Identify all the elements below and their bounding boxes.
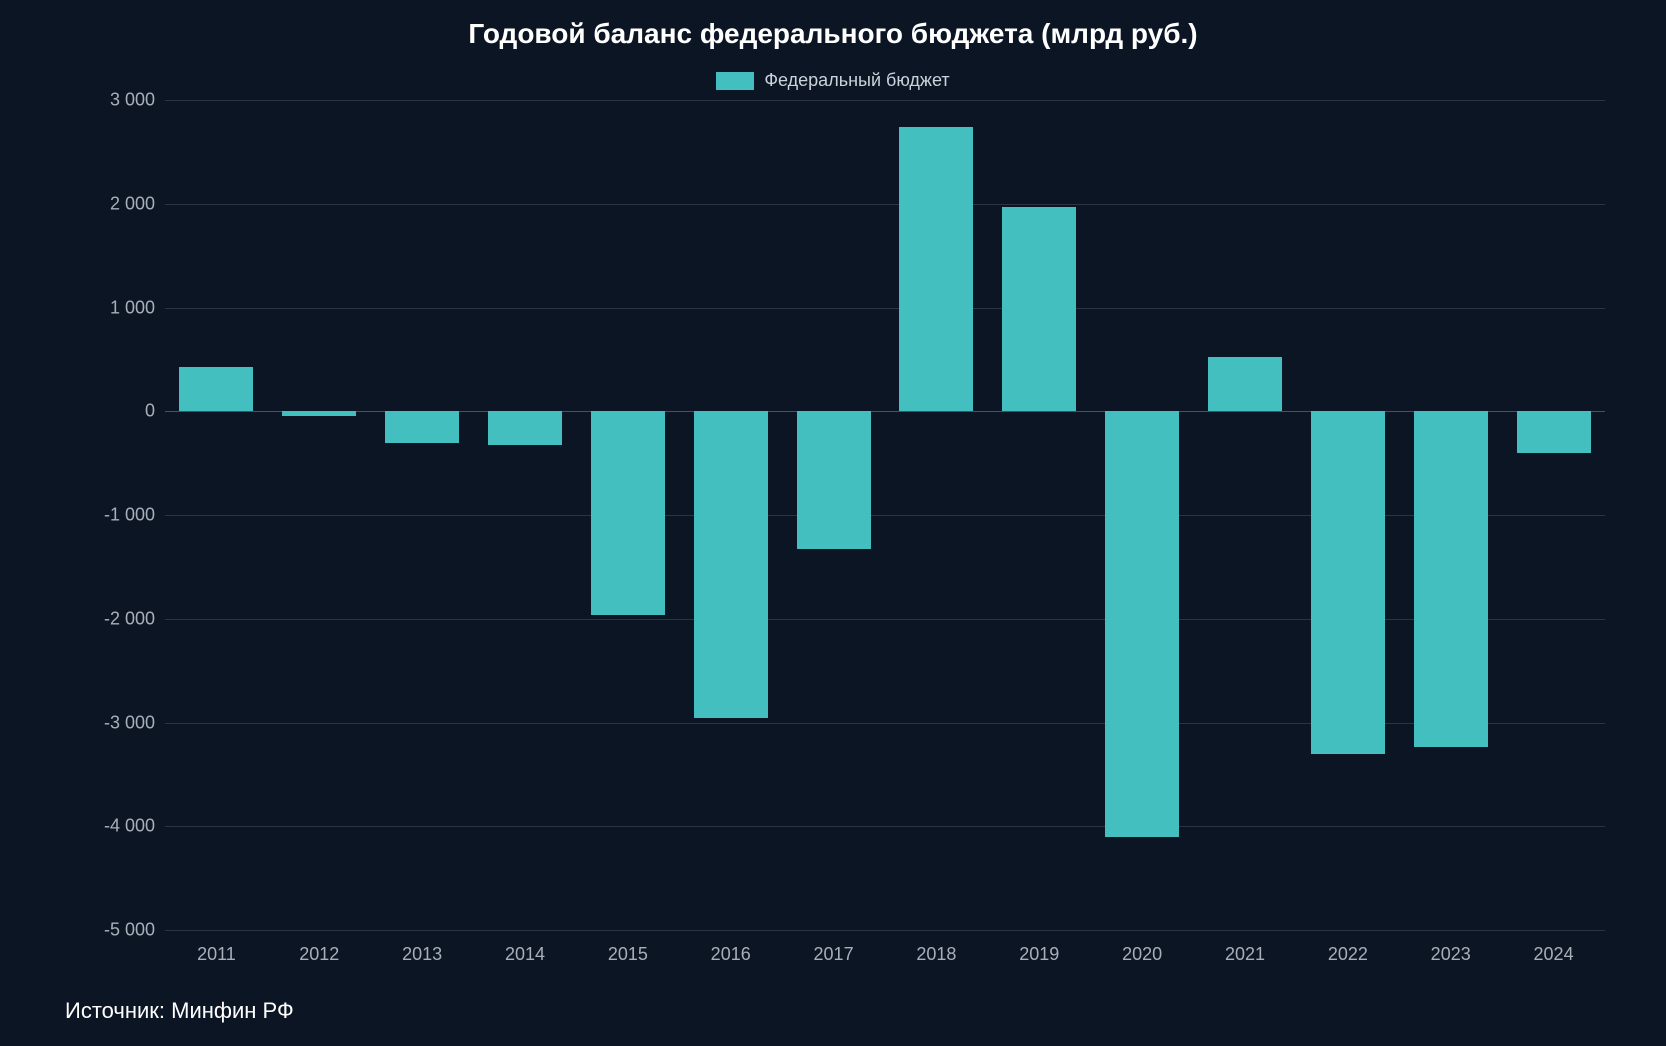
xtick-label: 2017 bbox=[814, 944, 854, 965]
legend-label: Федеральный бюджет bbox=[764, 70, 949, 91]
xtick-label: 2022 bbox=[1328, 944, 1368, 965]
xtick-label: 2023 bbox=[1431, 944, 1471, 965]
bar bbox=[1105, 411, 1179, 836]
xtick-label: 2014 bbox=[505, 944, 545, 965]
bar bbox=[1002, 207, 1076, 411]
xtick-label: 2020 bbox=[1122, 944, 1162, 965]
chart-title: Годовой баланс федерального бюджета (млр… bbox=[0, 18, 1666, 50]
bar bbox=[1517, 411, 1591, 453]
ytick-label: 2 000 bbox=[55, 193, 155, 214]
xtick-label: 2012 bbox=[299, 944, 339, 965]
plot-area: -5 000-4 000-3 000-2 000-1 00001 0002 00… bbox=[165, 100, 1605, 930]
xtick-label: 2016 bbox=[711, 944, 751, 965]
xtick-label: 2021 bbox=[1225, 944, 1265, 965]
bar bbox=[488, 411, 562, 445]
ytick-label: 0 bbox=[55, 401, 155, 422]
bar bbox=[282, 411, 356, 416]
bar bbox=[899, 127, 973, 411]
bar bbox=[385, 411, 459, 443]
gridline bbox=[165, 100, 1605, 101]
chart-container: Годовой баланс федерального бюджета (млр… bbox=[0, 0, 1666, 1046]
ytick-label: -5 000 bbox=[55, 920, 155, 941]
ytick-label: -1 000 bbox=[55, 505, 155, 526]
gridline bbox=[165, 515, 1605, 516]
bar bbox=[1208, 357, 1282, 411]
legend: Федеральный бюджет bbox=[0, 70, 1666, 91]
ytick-label: 1 000 bbox=[55, 297, 155, 318]
bar bbox=[1414, 411, 1488, 747]
bar bbox=[179, 367, 253, 412]
gridline bbox=[165, 826, 1605, 827]
xtick-label: 2018 bbox=[916, 944, 956, 965]
ytick-label: -2 000 bbox=[55, 608, 155, 629]
xtick-label: 2013 bbox=[402, 944, 442, 965]
xtick-label: 2024 bbox=[1534, 944, 1574, 965]
gridline bbox=[165, 930, 1605, 931]
ytick-label: -4 000 bbox=[55, 816, 155, 837]
ytick-label: -3 000 bbox=[55, 712, 155, 733]
gridline bbox=[165, 308, 1605, 309]
gridline bbox=[165, 204, 1605, 205]
bar bbox=[797, 411, 871, 549]
source-text: Источник: Минфин РФ bbox=[65, 998, 294, 1024]
xtick-label: 2011 bbox=[197, 944, 236, 965]
xtick-label: 2019 bbox=[1019, 944, 1059, 965]
gridline bbox=[165, 723, 1605, 724]
xtick-label: 2015 bbox=[608, 944, 648, 965]
legend-swatch bbox=[716, 72, 754, 90]
bar bbox=[694, 411, 768, 718]
bar bbox=[1311, 411, 1385, 753]
zero-line bbox=[165, 411, 1605, 412]
ytick-label: 3 000 bbox=[55, 90, 155, 111]
bar bbox=[591, 411, 665, 614]
gridline bbox=[165, 619, 1605, 620]
